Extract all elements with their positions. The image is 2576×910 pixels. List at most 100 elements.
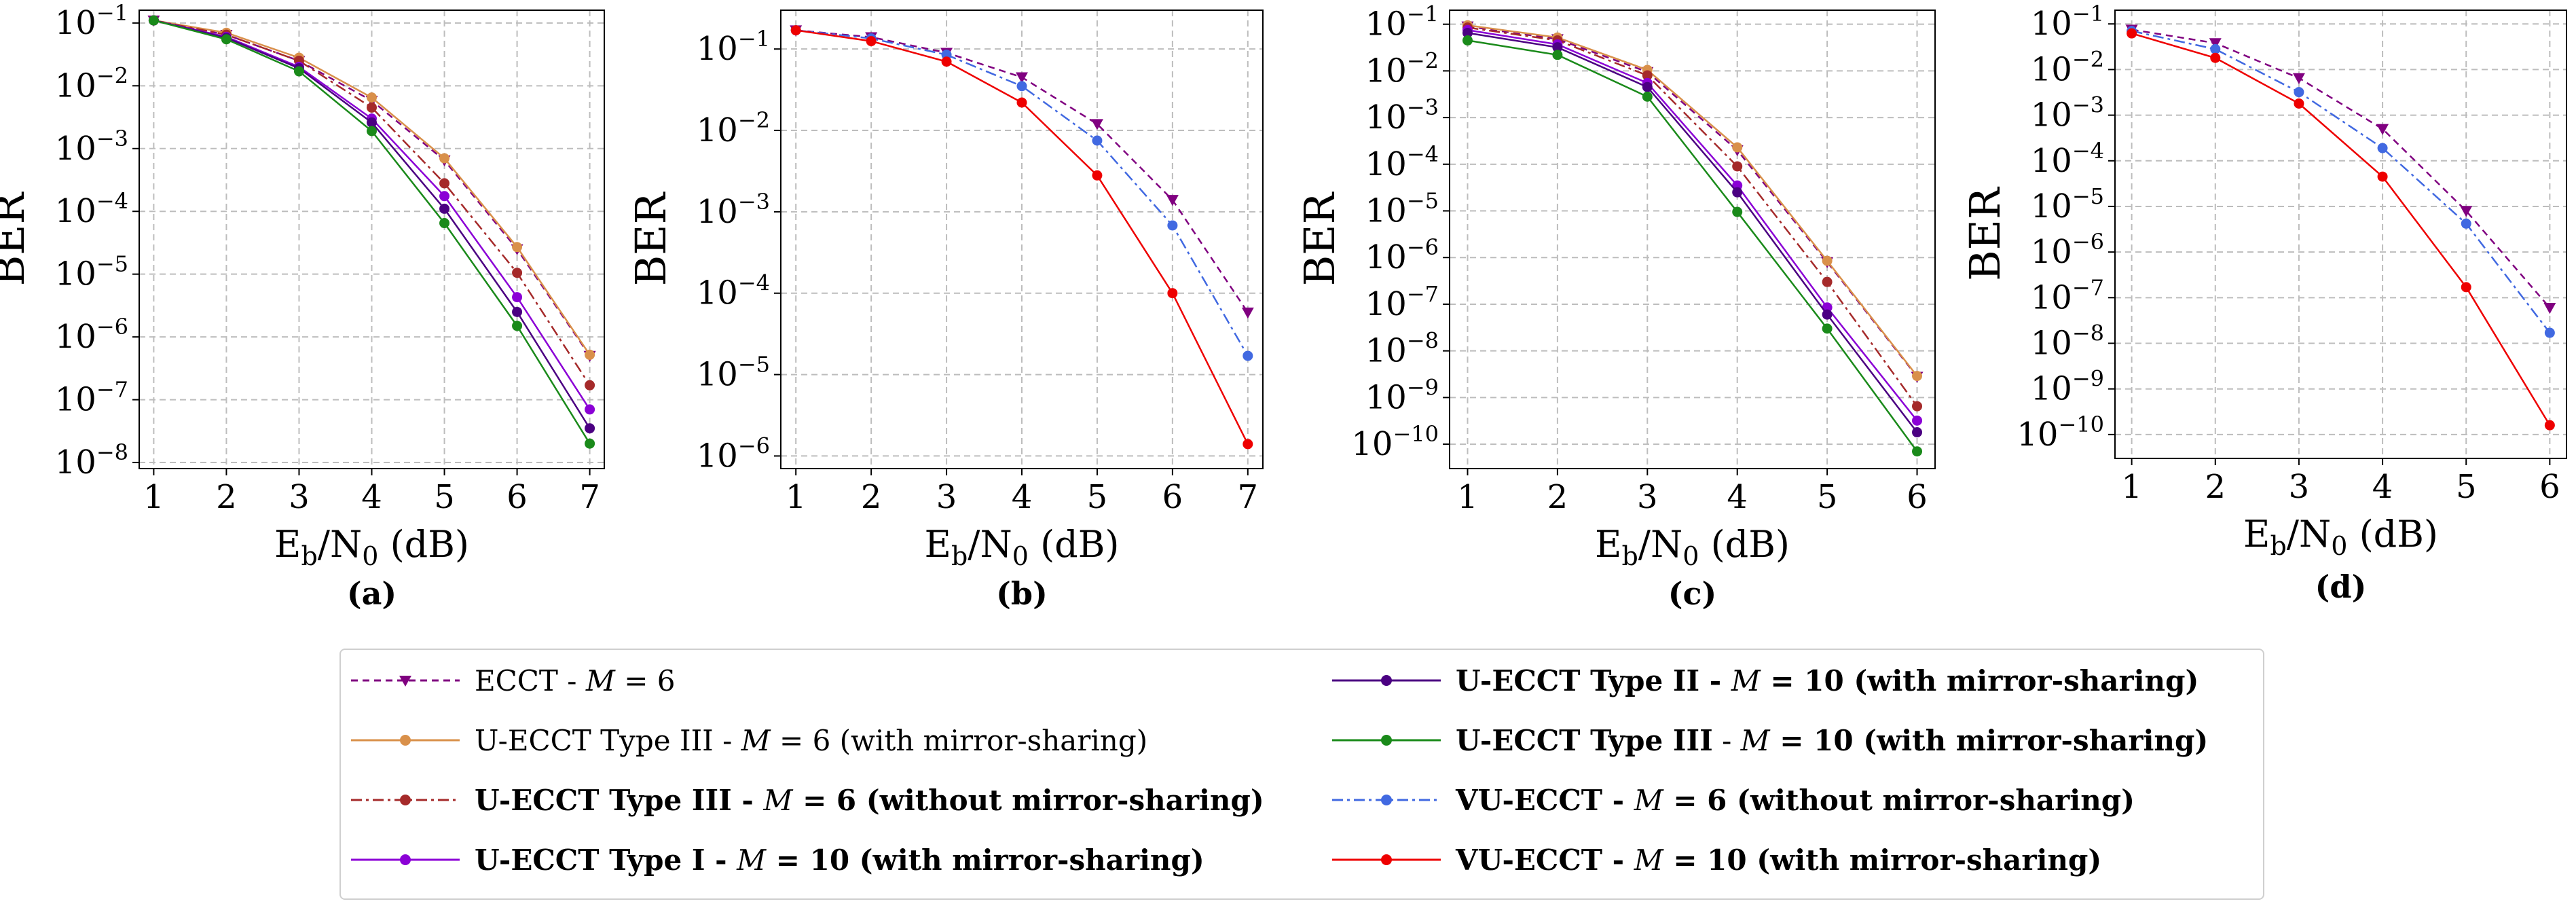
x-tick-label: 4 [361, 478, 382, 516]
y-axis-label: BER [626, 191, 676, 286]
data-point [2544, 327, 2555, 338]
data-point [2294, 98, 2304, 109]
legend-swatch [1332, 795, 1441, 805]
series-t3m6n [1462, 22, 1923, 412]
data-point [1243, 350, 1253, 361]
data-point [2127, 28, 2137, 39]
data-point [2376, 124, 2389, 135]
series-line [2131, 30, 2551, 333]
y-tick-label: 10−2 [2031, 46, 2104, 88]
data-point [1462, 28, 1473, 39]
x-axis-label: Eb/N0 (dB) [2243, 513, 2438, 561]
data-point [1642, 81, 1653, 92]
y-axis-label: BER [1295, 191, 1344, 286]
y-tick-label: 10−3 [55, 126, 128, 168]
data-point [585, 404, 595, 415]
series-vu6 [2127, 26, 2555, 338]
data-point [2294, 87, 2304, 98]
legend-item-ecct6: ECCT - M = 6 [351, 653, 675, 708]
series-ecct6 [2125, 24, 2556, 314]
y-tick-label: 10−4 [1365, 141, 1439, 183]
data-point [585, 438, 595, 449]
chart-panel-2: 10−6 10−5 10−4 10−3 10−2 10−1 1 2 3 4 5 6 7 Eb/N0 (dB… [626, 10, 1264, 612]
data-point [1552, 42, 1563, 53]
data-point [2210, 52, 2221, 63]
legend-item-t1m10: U-ECCT Type I - M = 10 (with mirror-shar… [351, 833, 1204, 887]
data-point [1912, 401, 1923, 412]
legend: ECCT - M = 6 U-ECCT Type II - M = 10 (wit… [339, 649, 2264, 900]
data-point [2461, 218, 2471, 229]
x-tick-label: 3 [2289, 468, 2310, 506]
legend-item-vu6: VU-ECCT - M = 6 (without mirror-sharing) [1332, 773, 2135, 827]
y-tick-label: 10−6 [55, 314, 128, 356]
legend-label: ECCT - M = 6 [475, 663, 676, 697]
y-axis-label: BER [0, 191, 34, 286]
series-line [1467, 25, 1918, 378]
data-point [585, 380, 595, 390]
data-point [148, 15, 159, 26]
data-point [585, 349, 595, 360]
data-point [1016, 72, 1028, 84]
data-point [1642, 70, 1653, 81]
data-point [941, 56, 952, 67]
data-point [1092, 170, 1103, 181]
data-point [512, 268, 523, 278]
y-tick-label: 10−5 [1365, 188, 1439, 230]
y-tick-label: 10−2 [1365, 48, 1439, 90]
x-tick-label: 6 [1907, 478, 1928, 516]
data-point [512, 321, 523, 331]
data-point [512, 292, 523, 303]
data-point [1552, 50, 1563, 60]
data-point [439, 153, 450, 164]
data-point [2460, 206, 2473, 217]
data-point [866, 36, 877, 47]
legend-item-t3m6s: U-ECCT Type III - M = 6 (with mirror-sha… [351, 713, 1147, 767]
legend-item-t2m10: U-ECCT Type II - M = 10 (with mirror-sha… [1332, 653, 2198, 708]
x-tick-label: 7 [1238, 478, 1259, 516]
y-tick-label: 10−10 [2017, 412, 2104, 454]
chart-figure: 10−810−710−610−510−410−310−210−11 2 3 4 5 6 7E… [0, 0, 2567, 612]
series-t3m10 [148, 15, 595, 449]
x-tick-label: 4 [2372, 468, 2393, 506]
legend-label: U-ECCT Type III - M = 6 (without mirror-… [475, 783, 1264, 817]
data-point [439, 191, 450, 202]
data-point [1642, 91, 1653, 102]
x-axis-label: Eb/N0 (dB) [925, 523, 1120, 571]
y-tick-label: 10−7 [2031, 274, 2104, 316]
legend-swatch [1332, 735, 1441, 746]
legend-item-vu10: VU-ECCT - M = 10 (with mirror-sharing) [1332, 833, 2101, 887]
x-tick-label: 5 [434, 478, 455, 516]
x-tick-label: 5 [1817, 478, 1838, 516]
x-tick-label: 4 [1727, 478, 1748, 516]
x-tick-label: 1 [1457, 478, 1478, 516]
data-point [439, 218, 450, 229]
panel-label: (c) [1668, 575, 1717, 612]
series-ecct6 [1461, 21, 1924, 383]
data-point [1016, 81, 1027, 92]
series-line [1467, 26, 1918, 407]
y-tick-label: 10−7 [55, 377, 128, 419]
data-point [1243, 439, 1253, 450]
x-tick-label: 2 [1547, 478, 1568, 516]
x-tick-label: 1 [786, 478, 807, 516]
data-point [790, 25, 801, 36]
data-point [2210, 43, 2221, 54]
data-point [1241, 307, 1254, 319]
panel-label: (b) [996, 575, 1048, 612]
data-point [1016, 97, 1027, 108]
y-tick-label: 10−1 [697, 26, 770, 68]
data-point [2292, 73, 2305, 84]
y-tick-label: 10−4 [697, 270, 770, 312]
legend-swatch [351, 795, 460, 805]
x-tick-label: 4 [1012, 478, 1033, 516]
data-point [2209, 38, 2222, 50]
y-tick-label: 10−5 [55, 251, 128, 293]
series-t3m10 [1462, 35, 1923, 457]
panel-label: (d) [2315, 568, 2367, 605]
series-line [1467, 24, 1918, 377]
y-tick-label: 10−6 [2031, 229, 2104, 271]
legend-label: VU-ECCT - M = 6 (without mirror-sharing) [1456, 783, 2135, 817]
legend-label: U-ECCT Type III - M = 10 (with mirror-sh… [1456, 723, 2209, 757]
y-tick-label: 10−5 [697, 352, 770, 394]
data-point [1912, 446, 1923, 457]
